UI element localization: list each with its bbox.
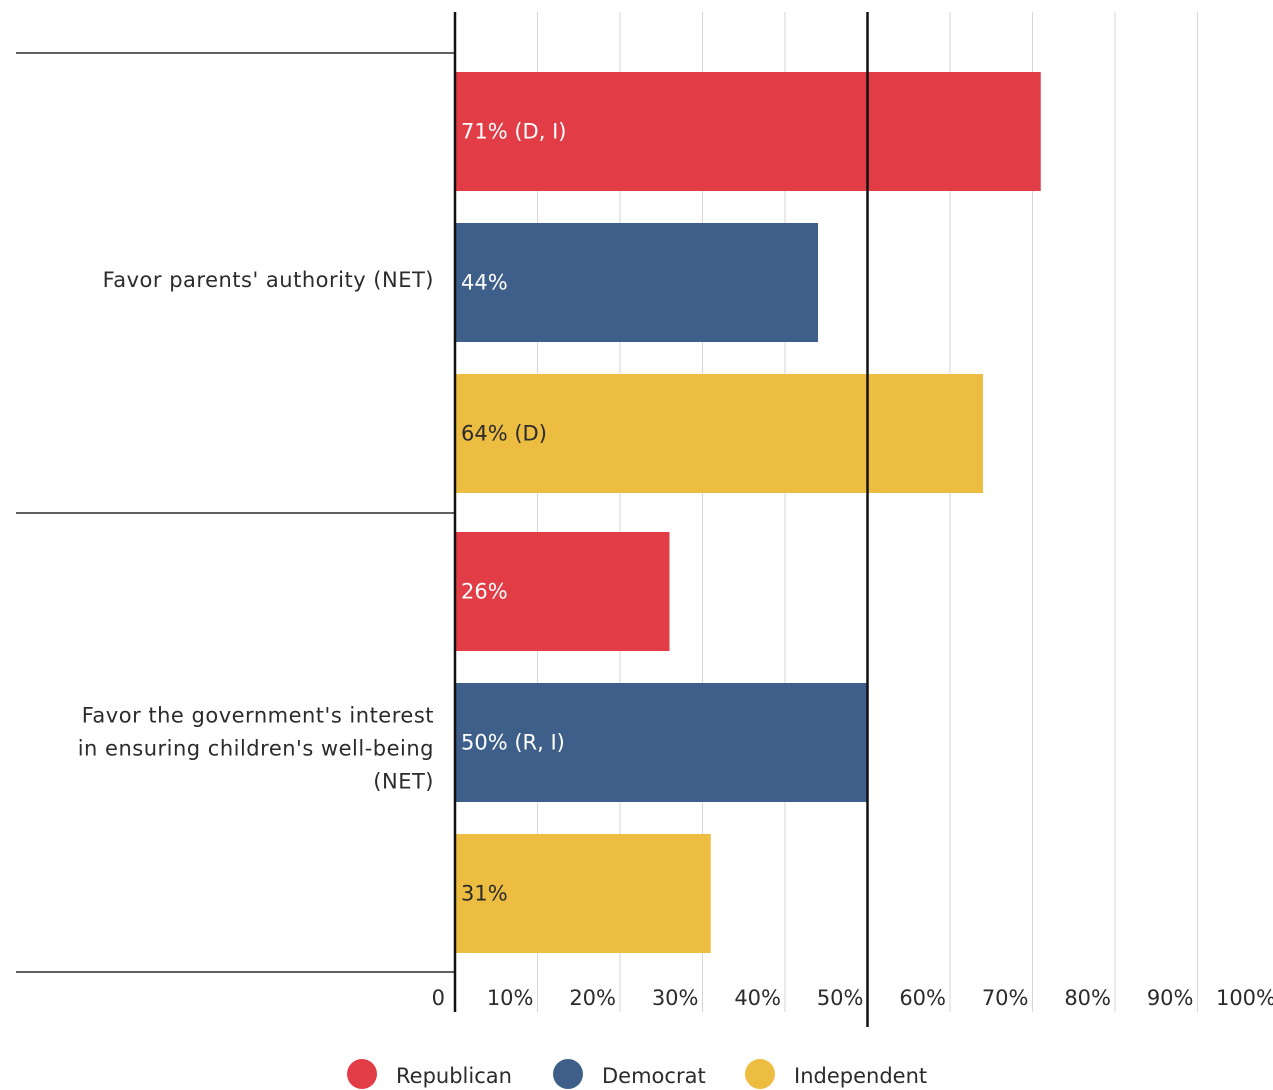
legend-label-republican: Republican (396, 1064, 512, 1088)
x-tick-label-30: 30% (652, 986, 699, 1010)
x-tick-label-50: 50% (817, 986, 864, 1010)
category-label-0: Favor parents' authority (NET) (103, 268, 434, 292)
bar-label-republican-0: 71% (D, I) (461, 120, 566, 144)
bar-independent-1 (455, 834, 711, 953)
bar-label-democrat-1: 50% (R, I) (461, 731, 565, 755)
bar-republican-1 (455, 532, 670, 651)
bar-republican-0 (455, 72, 1041, 191)
x-tick-label-70: 70% (982, 986, 1029, 1010)
x-tick-label-80: 80% (1064, 986, 1111, 1010)
bar-label-republican-1: 26% (461, 580, 508, 604)
x-tick-label-100: 100% (1216, 986, 1273, 1010)
bar-label-independent-0: 64% (D) (461, 422, 547, 446)
legend-marker-democrat (553, 1059, 583, 1089)
category-label-1: Favor the government's interest in ensuri… (78, 704, 434, 794)
legend-label-democrat: Democrat (602, 1064, 706, 1088)
category-label-line: in ensuring children's well-being (78, 737, 434, 761)
category-label-line: (NET) (373, 770, 434, 794)
legend-marker-independent (745, 1059, 775, 1089)
legend-label-independent: Independent (794, 1064, 927, 1088)
bar-democrat-0 (455, 223, 818, 342)
x-tick-label-90: 90% (1147, 986, 1194, 1010)
x-tick-label-0: 0 (432, 986, 445, 1010)
x-tick-label-10: 10% (487, 986, 534, 1010)
axes (16, 12, 869, 1027)
category-label-line: Favor parents' authority (NET) (103, 268, 434, 292)
x-tick-label-60: 60% (899, 986, 946, 1010)
bars: 71% (D, I) 44% 64% (D) 26% 50% (R, I) 31% (455, 72, 1041, 953)
legend-marker-republican (347, 1059, 377, 1089)
legend: Republican Democrat Independent (347, 1059, 927, 1089)
bar-label-independent-1: 31% (461, 882, 508, 906)
x-tick-label-20: 20% (569, 986, 616, 1010)
category-labels: Favor parents' authority (NET) Favor the … (78, 268, 434, 794)
bar-label-democrat-0: 44% (461, 271, 508, 295)
bar-democrat-1 (455, 683, 868, 802)
x-tick-labels: 0 10% 20% 30% 40% 50% 60% 70% 80% 90% 100% (432, 986, 1273, 1010)
x-tick-label-40: 40% (734, 986, 781, 1010)
category-label-line: Favor the government's interest (82, 704, 434, 728)
bar-independent-0 (455, 374, 983, 493)
